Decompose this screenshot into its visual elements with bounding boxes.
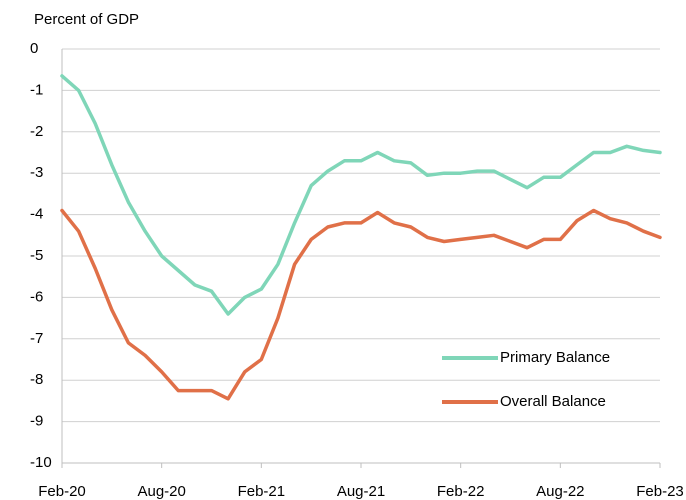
y-tick-label: -1 bbox=[30, 81, 43, 98]
y-tick-label: -5 bbox=[30, 247, 43, 264]
x-tick-label: Feb-23 bbox=[636, 483, 684, 500]
x-tick-label: Aug-20 bbox=[137, 483, 185, 500]
x-tick-label: Aug-22 bbox=[536, 483, 584, 500]
y-axis-label: Percent of GDP bbox=[34, 11, 139, 28]
x-tick-label: Feb-20 bbox=[38, 483, 86, 500]
legend-label: Overall Balance bbox=[500, 393, 606, 410]
y-tick-label: -3 bbox=[30, 164, 43, 181]
y-tick-label: -7 bbox=[30, 330, 43, 347]
y-tick-label: -8 bbox=[30, 371, 43, 388]
y-tick-label: -2 bbox=[30, 123, 43, 140]
y-tick-label: 0 bbox=[30, 40, 38, 57]
y-tick-label: -9 bbox=[30, 413, 43, 430]
y-tick-label: -6 bbox=[30, 288, 43, 305]
x-tick-label: Feb-21 bbox=[238, 483, 286, 500]
series-line bbox=[60, 208, 662, 401]
x-tick-label: Feb-22 bbox=[437, 483, 485, 500]
legend-label: Primary Balance bbox=[500, 349, 610, 366]
x-tick-label: Aug-21 bbox=[337, 483, 385, 500]
y-tick-label: -10 bbox=[30, 454, 52, 471]
y-tick-label: -4 bbox=[30, 206, 43, 223]
series-line bbox=[60, 74, 662, 316]
